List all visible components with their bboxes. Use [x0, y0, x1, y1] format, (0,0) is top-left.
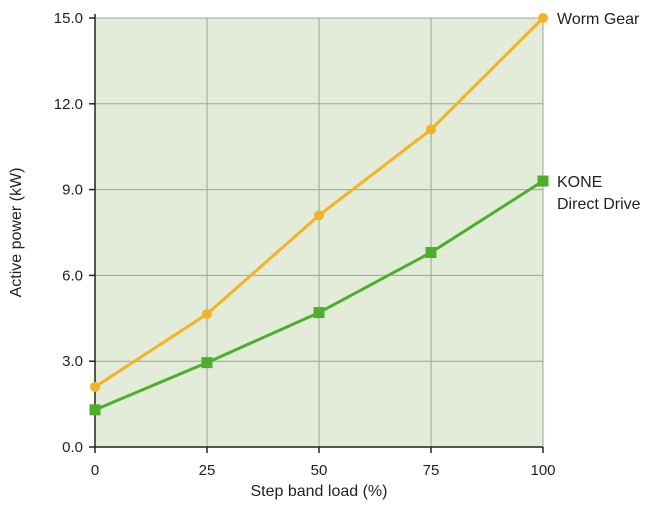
grid-lines: [95, 17, 544, 447]
y-tick-label: 15.0: [54, 10, 83, 27]
data-point-square: [201, 357, 213, 369]
series-layer: Worm Gear KONE Direct Drive: [89, 11, 641, 416]
series-label: Worm Gear: [557, 11, 640, 28]
data-point-square: [313, 307, 325, 319]
x-tick-label: 25: [199, 462, 216, 479]
data-point-square: [537, 175, 549, 187]
series-kone-direct-drive: KONE Direct Drive: [89, 174, 641, 416]
y-tick-label: 6.0: [62, 267, 83, 284]
data-point-circle: [90, 381, 100, 392]
y-tick-label: 12.0: [54, 96, 83, 113]
data-point-circle: [538, 13, 548, 23]
x-axis-title: Step band load (%): [251, 483, 388, 500]
data-point-circle: [202, 309, 212, 320]
data-point-square: [425, 247, 437, 259]
x-tick-label: 0: [91, 462, 99, 479]
series-label: KONE Direct Drive: [557, 174, 641, 213]
x-axis-ticks: 0 25 50 75 100: [91, 447, 556, 479]
data-point-square: [89, 404, 101, 416]
series-worm-gear: Worm Gear: [90, 11, 640, 392]
x-tick-label: 75: [423, 462, 440, 479]
y-axis-ticks: 0.0 3.0 6.0 9.0 12.0 15.0: [54, 10, 95, 456]
y-tick-label: 0.0: [62, 439, 83, 456]
x-tick-label: 50: [311, 462, 328, 479]
y-tick-label: 3.0: [62, 353, 83, 370]
x-tick-label: 100: [530, 462, 555, 479]
y-tick-label: 9.0: [62, 182, 83, 199]
y-axis-title: Active power (kW): [8, 168, 25, 298]
data-point-circle: [426, 124, 436, 135]
data-point-circle: [314, 210, 324, 221]
